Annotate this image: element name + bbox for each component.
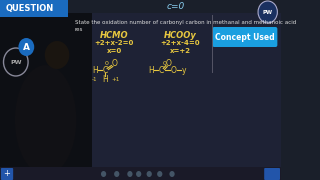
- Text: +2+x-4=0: +2+x-4=0: [160, 40, 200, 46]
- Text: c=0: c=0: [166, 1, 185, 10]
- Text: +: +: [4, 170, 11, 179]
- Text: H: H: [148, 66, 154, 75]
- Text: -1: -1: [92, 76, 98, 82]
- Circle shape: [136, 171, 141, 177]
- Circle shape: [169, 171, 175, 177]
- Circle shape: [127, 171, 132, 177]
- Text: res: res: [75, 26, 83, 31]
- Circle shape: [114, 171, 119, 177]
- Circle shape: [258, 1, 277, 23]
- Circle shape: [45, 41, 69, 69]
- Text: x=0: x=0: [107, 48, 122, 54]
- Text: O: O: [111, 58, 117, 68]
- Text: Concept Used: Concept Used: [215, 33, 275, 42]
- Text: 0: 0: [104, 60, 108, 66]
- Circle shape: [19, 38, 34, 56]
- Circle shape: [101, 171, 106, 177]
- Text: O: O: [165, 58, 172, 68]
- Text: C: C: [103, 66, 108, 75]
- Circle shape: [157, 171, 162, 177]
- FancyBboxPatch shape: [0, 167, 281, 180]
- Text: x=+2: x=+2: [169, 48, 190, 54]
- Text: +1: +1: [112, 76, 120, 82]
- FancyBboxPatch shape: [70, 13, 281, 168]
- Circle shape: [147, 171, 152, 177]
- Text: O: O: [171, 66, 177, 75]
- Text: State the oxidation number of carbonyl carbon in methanal and methanoic acid: State the oxidation number of carbonyl c…: [75, 19, 296, 24]
- Text: y: y: [182, 66, 187, 75]
- Text: 0: 0: [163, 60, 167, 66]
- Text: +2+x-2=0: +2+x-2=0: [94, 40, 134, 46]
- Text: QUESTION: QUESTION: [5, 4, 53, 13]
- FancyBboxPatch shape: [0, 0, 68, 17]
- Ellipse shape: [15, 65, 76, 175]
- Text: H: H: [92, 66, 98, 75]
- FancyBboxPatch shape: [212, 27, 277, 47]
- Text: HCMO: HCMO: [100, 30, 128, 39]
- FancyBboxPatch shape: [0, 13, 281, 168]
- Text: H: H: [102, 75, 108, 84]
- Text: C: C: [159, 66, 164, 75]
- FancyBboxPatch shape: [1, 168, 13, 180]
- FancyBboxPatch shape: [0, 13, 92, 168]
- Text: PW: PW: [10, 60, 21, 64]
- Text: PW: PW: [263, 10, 273, 15]
- Text: A: A: [23, 42, 30, 51]
- Text: HCOOy: HCOOy: [164, 30, 196, 39]
- FancyBboxPatch shape: [264, 168, 280, 180]
